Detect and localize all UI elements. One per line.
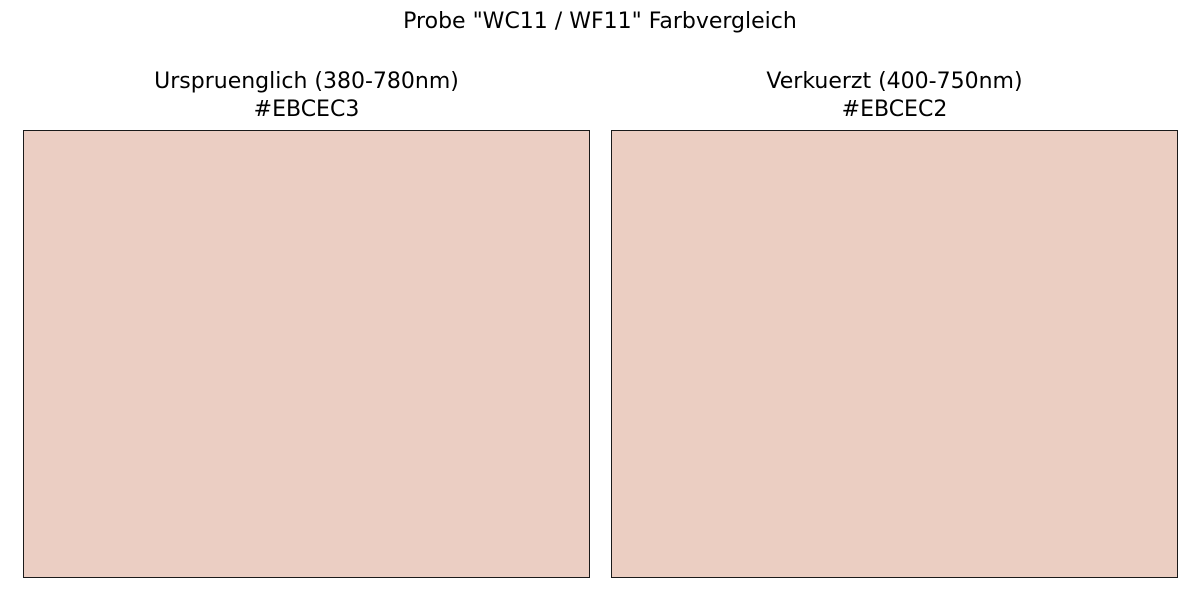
panel-shortened-title: Verkuerzt (400-750nm) xyxy=(766,69,1023,94)
panel-shortened-swatch xyxy=(611,130,1178,578)
figure-title: Probe "WC11 / WF11" Farbvergleich xyxy=(403,9,797,34)
panel-original: Urspruenglich (380-780nm) #EBCEC3 xyxy=(23,0,590,600)
panel-original-title: Urspruenglich (380-780nm) xyxy=(154,69,459,94)
panel-shortened: Verkuerzt (400-750nm) #EBCEC2 xyxy=(611,0,1178,600)
panel-shortened-hex-label: #EBCEC2 xyxy=(841,97,948,122)
panel-original-hex-label: #EBCEC3 xyxy=(253,97,360,122)
panel-original-swatch xyxy=(23,130,590,578)
